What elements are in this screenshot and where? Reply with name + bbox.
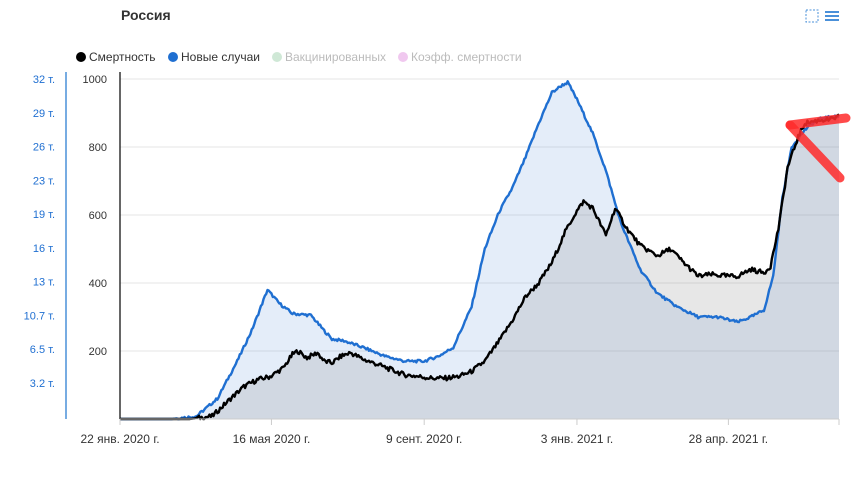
y-tick-label-deaths: 800 (89, 142, 107, 154)
y-tick-label-cases: 6.5 т. (30, 344, 55, 356)
gridlines (120, 78, 839, 352)
series-area-deaths (120, 114, 839, 420)
red-annotation-arrow-icon (785, 113, 851, 183)
series-lines (120, 80, 840, 421)
series-areas (120, 81, 839, 420)
y-tick-label-deaths: 400 (89, 278, 107, 290)
legend-label-mortality-rate: Коэфф. смертности (411, 50, 522, 64)
legend-item-new-cases[interactable]: Новые случаи (168, 50, 260, 64)
x-tick-label: 16 мая 2020 г. (233, 432, 311, 446)
y-tick-label-deaths: 1000 (83, 74, 107, 86)
series-line-new-cases[interactable] (120, 80, 840, 421)
x-tick-label: 28 апр. 2021 г. (689, 432, 768, 446)
legend-label-vaccinated: Вакцинированных (285, 50, 386, 64)
chart-title: Россия (121, 7, 171, 23)
y-tick-label-cases: 29 т. (33, 108, 55, 120)
x-tick-label: 9 сент. 2020 г. (386, 432, 462, 446)
series-line-deaths[interactable] (120, 113, 840, 421)
y-tick-label-cases: 32 т. (33, 74, 55, 86)
y-tick-label-cases: 13 т. (33, 277, 55, 289)
y-tick-label-cases: 26 т. (33, 142, 55, 154)
hamburger-menu-icon[interactable] (825, 11, 839, 21)
y-tick-label-cases: 19 т. (33, 209, 55, 221)
legend-marker-mortality-rate (398, 52, 408, 62)
legend-item-deaths[interactable]: Смертность (76, 50, 156, 64)
series-area-new-cases (120, 81, 839, 420)
x-tick-label: 3 янв. 2021 г. (541, 432, 613, 446)
y-tick-label-cases: 3.2 т. (30, 378, 55, 390)
y-tick-label-cases: 10.7 т. (24, 310, 55, 322)
dotted-square-icon[interactable] (805, 9, 819, 23)
y-tick-label-cases: 23 т. (33, 175, 55, 187)
legend-label-deaths: Смертность (89, 50, 156, 64)
y-tick-label-deaths: 600 (89, 210, 107, 222)
y-tick-label-deaths: 200 (89, 346, 107, 358)
legend-marker-vaccinated (272, 52, 282, 62)
axes (65, 72, 840, 425)
legend-marker-new-cases (168, 52, 178, 62)
y-tick-label-cases: 16 т. (33, 243, 55, 255)
legend-label-new-cases: Новые случаи (181, 50, 260, 64)
x-tick-label: 22 янв. 2020 г. (80, 432, 159, 446)
legend-item-vaccinated[interactable]: Вакцинированных (272, 50, 386, 64)
legend-marker-deaths (76, 52, 86, 62)
legend: Смертность Новые случаи Вакцинированных … (76, 50, 522, 64)
legend-item-mortality-rate[interactable]: Коэфф. смертности (398, 50, 522, 64)
tick-labels: 200 400 600 800 1000 3.2 т. 6.5 т. 10.7 т. 13 т.… (24, 74, 768, 446)
